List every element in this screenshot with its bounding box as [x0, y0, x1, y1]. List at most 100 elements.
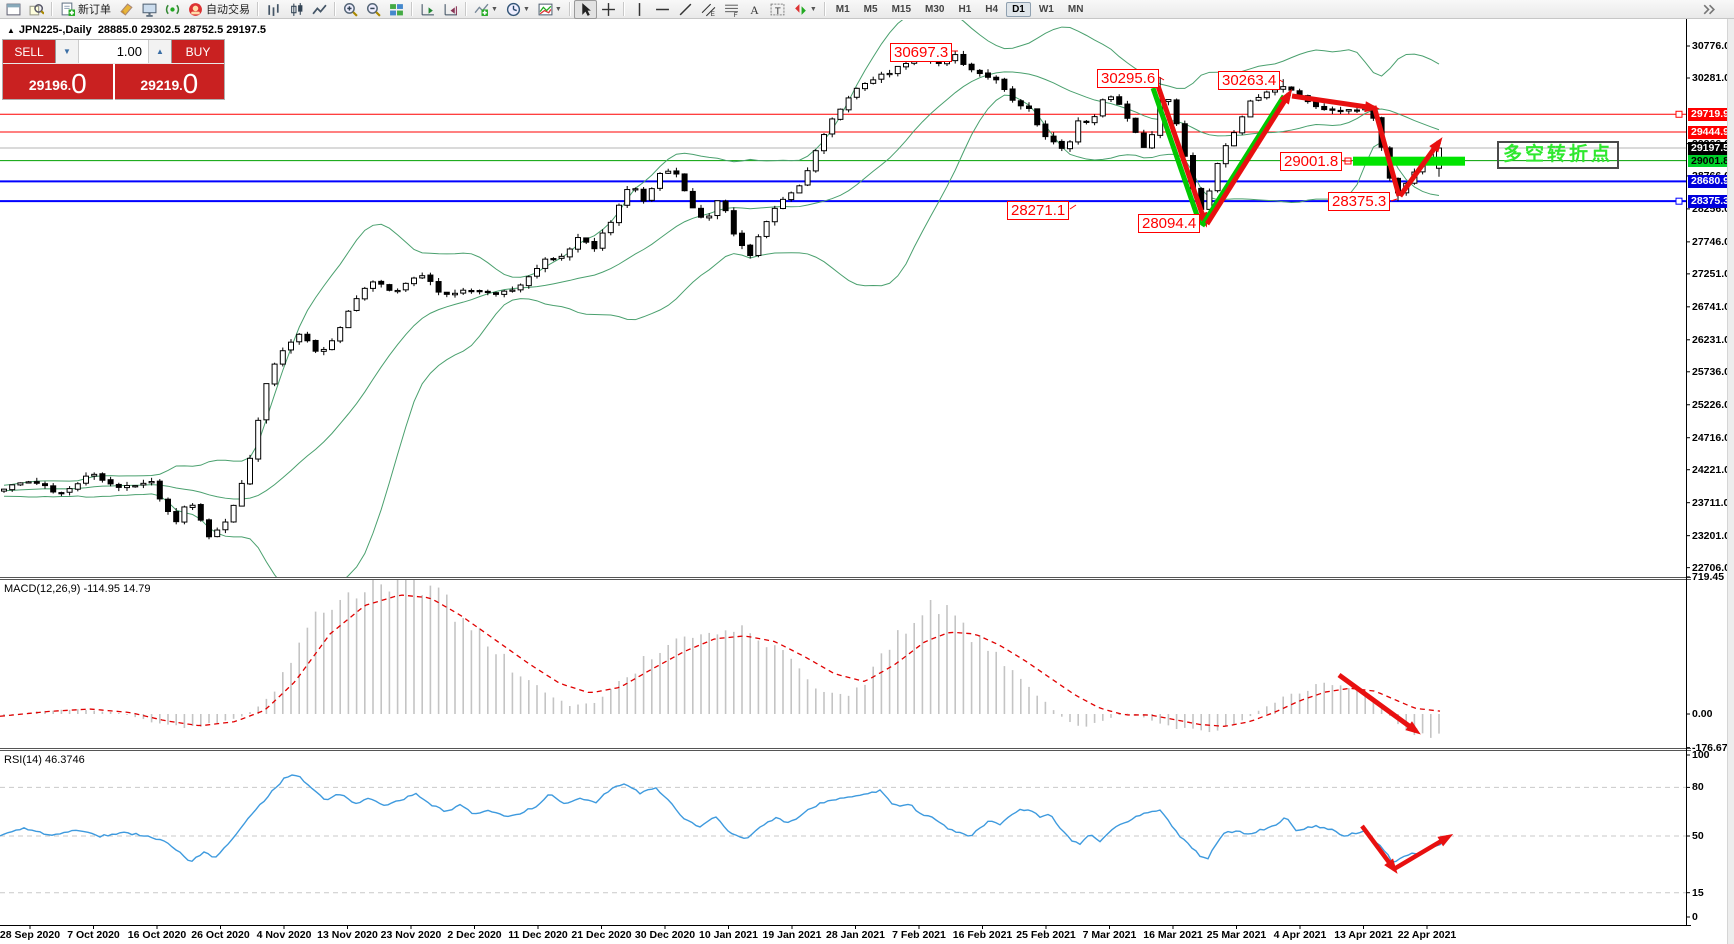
candle [1206, 190, 1213, 210]
expert-advisors-button[interactable] [138, 0, 161, 19]
bollinger-band [3, 20, 1440, 486]
toolbar-separator [51, 2, 53, 16]
timeframe-H1-button[interactable]: H1 [958, 3, 972, 15]
scrollbar[interactable] [1727, 19, 1734, 944]
date-label: 13 Apr 2021 [1334, 929, 1393, 941]
timeframe-M30-button[interactable]: M30 [925, 3, 945, 15]
fibonacci-button[interactable]: F [720, 0, 743, 19]
text-label-button[interactable]: T [766, 0, 789, 19]
candle [83, 475, 89, 484]
macd-label: MACD(12,26,9) -114.95 14.79 [4, 583, 151, 595]
candle [780, 198, 786, 210]
chart-profiles-button[interactable] [25, 0, 48, 19]
auto-scroll-button[interactable] [416, 0, 439, 19]
price-annotation[interactable]: 29001.8 [1280, 152, 1343, 171]
arrows-button[interactable]: ▼ [789, 0, 821, 19]
price-annotation[interactable]: 30697.3 [890, 43, 953, 62]
candle [853, 87, 860, 98]
bar-chart-icon [268, 3, 279, 16]
candle [181, 506, 188, 523]
candle [1034, 108, 1041, 126]
cursor-icon [582, 2, 591, 16]
zoom-in-button[interactable] [339, 0, 362, 19]
styler-button[interactable] [115, 0, 138, 19]
new-chart-button[interactable] [2, 0, 25, 19]
chevron-down-icon[interactable]: ▼ [522, 5, 530, 13]
crosshair-icon [601, 2, 615, 16]
price-annotation[interactable]: 30263.4 [1218, 71, 1281, 90]
candle [50, 485, 57, 493]
date-label: 13 Nov 2020 [317, 929, 378, 941]
candle [722, 200, 729, 212]
candle [1140, 132, 1147, 148]
candle [804, 170, 811, 186]
buy-price[interactable]: 29219. 0 [140, 68, 199, 99]
indicators-button[interactable]: ▼ [470, 0, 502, 19]
candle [99, 473, 106, 481]
candle [903, 63, 909, 68]
bar-chart-button[interactable] [262, 0, 285, 19]
cursor-button[interactable] [573, 0, 597, 19]
buy-button[interactable]: BUY [185, 44, 211, 59]
axis-tick-label: 23711.0 [1692, 496, 1730, 509]
price-annotation[interactable]: 28094.4 [1138, 214, 1201, 233]
templates-button[interactable]: ▼ [534, 0, 566, 19]
note-box[interactable]: 多空转折点 [1497, 141, 1620, 169]
sell-price[interactable]: 29196. 0 [3, 64, 115, 100]
timeframe-M5-button[interactable]: M5 [863, 3, 878, 15]
timeframe-H4-button[interactable]: H4 [985, 3, 999, 15]
chevron-down-icon[interactable]: ▼ [554, 5, 562, 13]
timeframe-MN-button[interactable]: MN [1067, 3, 1084, 15]
candle [230, 504, 237, 523]
candle [443, 291, 450, 295]
chart-shift-button[interactable] [439, 0, 462, 19]
candle [1239, 116, 1246, 134]
volume-up-icon[interactable]: ▲ [148, 40, 171, 63]
equidistant-channel-button[interactable]: E [697, 0, 720, 19]
timeframe-M1-button[interactable]: M1 [835, 3, 850, 15]
autotrading-button[interactable]: 自动交易 [184, 0, 254, 19]
date-label: 11 Dec 2020 [508, 929, 568, 941]
candle [304, 333, 311, 342]
sell-button[interactable]: SELL [14, 44, 44, 59]
candle [312, 339, 319, 352]
crosshair-button[interactable] [597, 0, 620, 19]
candle [1116, 96, 1123, 105]
macd-signal-line [0, 594, 1441, 727]
text-button[interactable]: A [743, 0, 766, 19]
candle [124, 485, 130, 489]
svg-text:F: F [733, 12, 737, 17]
trendline-button[interactable] [674, 0, 697, 19]
periods-button[interactable]: ▼ [502, 0, 534, 19]
price-annotation[interactable]: 30295.6 [1097, 69, 1160, 88]
candlestick-chart-button[interactable] [285, 0, 308, 19]
chart-shift-icon [444, 3, 457, 15]
candle [42, 483, 48, 487]
horizontal-line-button[interactable] [651, 0, 674, 19]
timeframe-D1-button[interactable]: D1 [1006, 1, 1031, 17]
tile-windows-button[interactable] [385, 0, 408, 19]
price-annotation[interactable]: 28375.3 [1328, 192, 1391, 211]
chevron-down-icon[interactable]: ▼ [809, 5, 817, 13]
collapse-icon[interactable]: ▲ [7, 26, 15, 35]
price-annotation[interactable]: 28271.1 [1007, 201, 1070, 220]
candle [279, 350, 286, 365]
new-order-button[interactable]: 新订单 [56, 0, 115, 19]
signals-button[interactable] [161, 0, 184, 19]
line-handle [1675, 197, 1683, 205]
svg-text:A: A [750, 3, 759, 16]
axis-tick-label: 30281.0 [1692, 71, 1730, 84]
candle [1329, 108, 1336, 111]
chevron-down-icon[interactable]: ▼ [491, 5, 498, 13]
volume-value[interactable]: 1.00 [116, 44, 142, 59]
candle [419, 275, 426, 279]
line-chart-button[interactable] [308, 0, 331, 19]
zoom-out-button[interactable] [362, 0, 385, 19]
timeframe-W1-button[interactable]: W1 [1038, 3, 1054, 15]
volume-down-icon[interactable]: ▼ [56, 40, 79, 63]
timeframe-M15-button[interactable]: M15 [891, 3, 912, 15]
vertical-line-button[interactable] [628, 0, 651, 19]
toolbar-overflow-button[interactable] [1697, 0, 1720, 19]
candle [1067, 141, 1073, 150]
candle [1124, 103, 1131, 119]
